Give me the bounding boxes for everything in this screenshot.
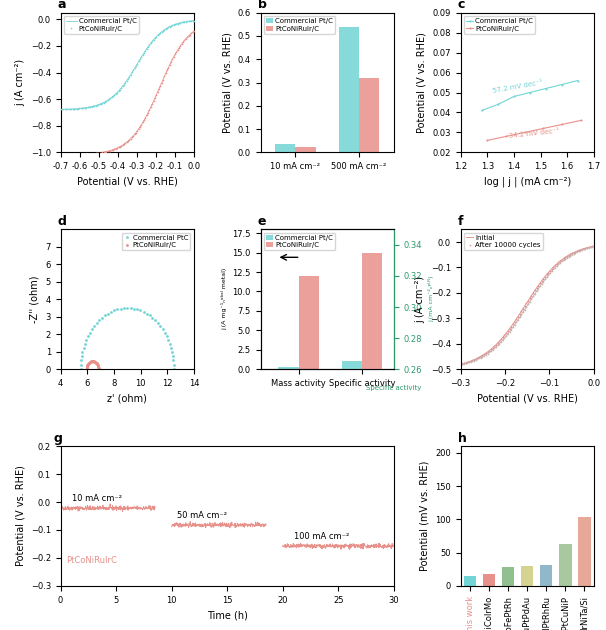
X-axis label: Potential (V vs. RHE): Potential (V vs. RHE): [477, 394, 578, 403]
Bar: [464, 576, 476, 586]
Text: a: a: [58, 0, 67, 11]
Y-axis label: j (mA cm⁻²ₑᵠᴸᴺ): j (mA cm⁻²ₑᵠᴸᴺ): [428, 276, 434, 323]
Legend: Commercial Pt/C, PtCoNiRuIr/C: Commercial Pt/C, PtCoNiRuIr/C: [64, 16, 139, 33]
Bar: [483, 574, 495, 586]
Text: d: d: [58, 215, 67, 228]
Text: c: c: [458, 0, 465, 11]
Bar: [299, 276, 319, 369]
Y-axis label: j (A cm⁻²): j (A cm⁻²): [15, 59, 25, 106]
Bar: [502, 567, 514, 586]
Bar: [521, 566, 533, 586]
Y-axis label: j (A mg⁻¹ₙᵒᵇᵃˡ metal): j (A mg⁻¹ₙᵒᵇᵃˡ metal): [221, 268, 227, 330]
Text: 100 mA cm⁻²: 100 mA cm⁻²: [294, 532, 349, 541]
Bar: [362, 253, 382, 630]
Y-axis label: Potential (V vs. RHE): Potential (V vs. RHE): [417, 32, 427, 133]
Bar: [278, 367, 299, 369]
X-axis label: Time (h): Time (h): [207, 610, 248, 620]
Text: e: e: [258, 215, 267, 228]
Text: 34.2 mV dec⁻¹: 34.2 mV dec⁻¹: [508, 128, 559, 139]
Text: Specific activity: Specific activity: [366, 385, 422, 391]
X-axis label: Potential (V vs. RHE): Potential (V vs. RHE): [77, 176, 178, 186]
Bar: [339, 26, 359, 152]
X-axis label: log | j | (mA cm⁻²): log | j | (mA cm⁻²): [484, 176, 571, 187]
Bar: [342, 362, 362, 630]
Text: h: h: [458, 432, 467, 445]
Text: 10 mA cm⁻²: 10 mA cm⁻²: [72, 494, 122, 503]
Text: 50 mA cm⁻²: 50 mA cm⁻²: [177, 511, 227, 520]
Text: g: g: [54, 432, 63, 445]
Bar: [275, 144, 296, 152]
X-axis label: z' (ohm): z' (ohm): [107, 394, 147, 403]
Bar: [559, 544, 571, 586]
Text: f: f: [458, 215, 464, 228]
Legend: Commercial Pt/C, PtCoNiRuIr/C: Commercial Pt/C, PtCoNiRuIr/C: [264, 16, 335, 33]
Y-axis label: -Z'' (ohm): -Z'' (ohm): [30, 275, 40, 323]
Y-axis label: j (A cm⁻²): j (A cm⁻²): [415, 276, 425, 323]
Text: PtCoNiRuIrC: PtCoNiRuIrC: [66, 556, 117, 565]
Y-axis label: Potential (mV vs. RHE): Potential (mV vs. RHE): [419, 461, 430, 571]
Bar: [296, 147, 316, 152]
Text: b: b: [258, 0, 267, 11]
Legend: Initial, After 10000 cycles: Initial, After 10000 cycles: [464, 233, 543, 250]
Bar: [578, 517, 590, 586]
Bar: [359, 78, 379, 152]
Y-axis label: Potential (V vs. RHE): Potential (V vs. RHE): [15, 466, 25, 566]
Legend: Commercial Pt/C, PtCoNiRuIr/C: Commercial Pt/C, PtCoNiRuIr/C: [264, 233, 335, 250]
Text: 57.2 mV dec⁻¹: 57.2 mV dec⁻¹: [493, 79, 544, 93]
Legend: Commercial PtC, PtCoNiRuIr/C: Commercial PtC, PtCoNiRuIr/C: [122, 233, 190, 250]
Bar: [540, 564, 553, 586]
Legend: Commercial Pt/C, PtCoNiRuIr/C: Commercial Pt/C, PtCoNiRuIr/C: [464, 16, 535, 33]
Y-axis label: Potential (V vs. RHE): Potential (V vs. RHE): [222, 32, 232, 133]
